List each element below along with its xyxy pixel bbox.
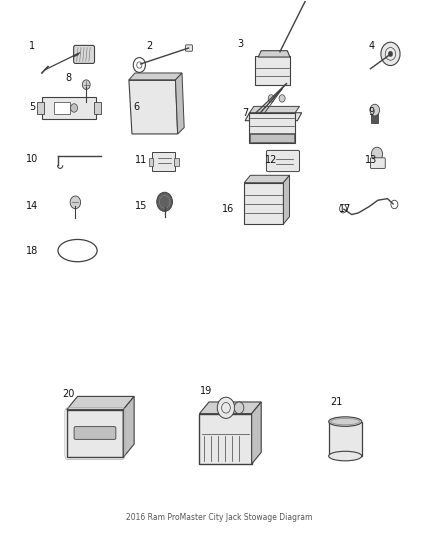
Polygon shape — [250, 107, 300, 113]
Bar — [328, 422, 362, 456]
Polygon shape — [123, 397, 134, 457]
Text: 18: 18 — [26, 246, 38, 256]
FancyBboxPatch shape — [255, 56, 290, 85]
Polygon shape — [244, 175, 290, 183]
Text: 12: 12 — [265, 156, 277, 165]
Polygon shape — [250, 113, 295, 143]
Circle shape — [70, 196, 81, 209]
FancyBboxPatch shape — [37, 102, 44, 114]
Text: 10: 10 — [26, 154, 38, 164]
Text: 15: 15 — [134, 200, 147, 211]
Polygon shape — [252, 402, 261, 464]
FancyBboxPatch shape — [371, 158, 385, 168]
Text: 2: 2 — [146, 42, 152, 52]
Ellipse shape — [328, 451, 362, 461]
Polygon shape — [129, 73, 182, 80]
Ellipse shape — [328, 417, 362, 426]
Circle shape — [157, 192, 173, 212]
Text: 6: 6 — [133, 102, 139, 112]
Polygon shape — [129, 80, 178, 134]
Polygon shape — [245, 113, 302, 120]
FancyBboxPatch shape — [152, 152, 175, 171]
Bar — [371, 111, 378, 123]
Ellipse shape — [58, 239, 97, 262]
Text: 17: 17 — [339, 204, 351, 214]
Bar — [251, 133, 294, 142]
Bar — [149, 158, 153, 166]
Text: 3: 3 — [238, 39, 244, 49]
Text: 21: 21 — [330, 397, 343, 407]
Text: 8: 8 — [66, 73, 72, 83]
FancyBboxPatch shape — [185, 45, 192, 51]
Text: 16: 16 — [222, 204, 234, 214]
Polygon shape — [258, 51, 290, 57]
Polygon shape — [244, 183, 283, 224]
Circle shape — [268, 95, 274, 102]
Polygon shape — [176, 73, 184, 134]
Text: 11: 11 — [134, 156, 147, 165]
Text: 4: 4 — [368, 42, 374, 52]
Text: 7: 7 — [242, 108, 248, 118]
Circle shape — [370, 104, 380, 116]
Text: 2016 Ram ProMaster City Jack Stowage Diagram: 2016 Ram ProMaster City Jack Stowage Dia… — [126, 513, 312, 522]
Polygon shape — [67, 410, 123, 457]
Circle shape — [371, 147, 383, 161]
Polygon shape — [67, 397, 134, 410]
Circle shape — [279, 95, 285, 102]
Polygon shape — [283, 175, 290, 224]
Text: 19: 19 — [200, 386, 212, 396]
FancyBboxPatch shape — [94, 102, 101, 114]
Circle shape — [217, 397, 235, 418]
Bar — [53, 102, 70, 114]
Text: 1: 1 — [29, 42, 35, 52]
FancyBboxPatch shape — [42, 97, 96, 119]
Circle shape — [389, 51, 392, 56]
FancyBboxPatch shape — [266, 150, 300, 172]
Text: 20: 20 — [63, 389, 75, 399]
Circle shape — [82, 80, 90, 90]
Text: 13: 13 — [365, 156, 378, 165]
Polygon shape — [199, 414, 252, 464]
Bar — [174, 158, 179, 166]
Text: 9: 9 — [368, 107, 374, 117]
FancyBboxPatch shape — [74, 426, 116, 439]
Text: 14: 14 — [26, 200, 38, 211]
FancyBboxPatch shape — [74, 45, 95, 63]
Circle shape — [71, 104, 78, 112]
Polygon shape — [199, 402, 261, 414]
Circle shape — [234, 402, 244, 414]
Circle shape — [381, 42, 400, 66]
Text: 5: 5 — [29, 102, 35, 112]
